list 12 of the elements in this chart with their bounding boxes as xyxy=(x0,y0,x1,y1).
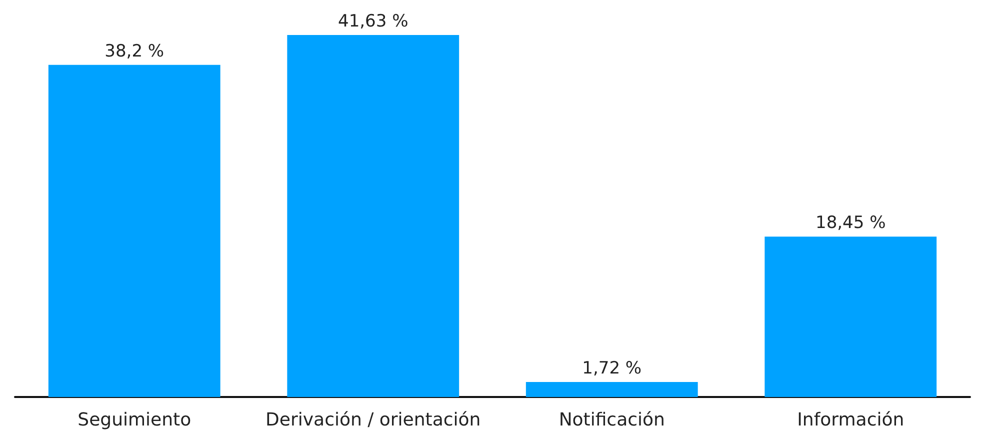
data-label: 41,63 % xyxy=(338,12,408,32)
data-label: 1,72 % xyxy=(582,358,642,379)
bar xyxy=(48,64,220,397)
x-tick-label: Información xyxy=(797,410,904,430)
bar xyxy=(764,236,937,397)
bar xyxy=(526,382,698,397)
bar xyxy=(287,35,460,397)
x-tick-label: Seguimiento xyxy=(78,410,192,430)
x-tick-label: Notificación xyxy=(558,410,665,430)
data-label: 38,2 % xyxy=(104,41,164,62)
data-label: 18,45 % xyxy=(816,213,886,234)
x-tick-label: Derivación / orientación xyxy=(266,410,481,430)
